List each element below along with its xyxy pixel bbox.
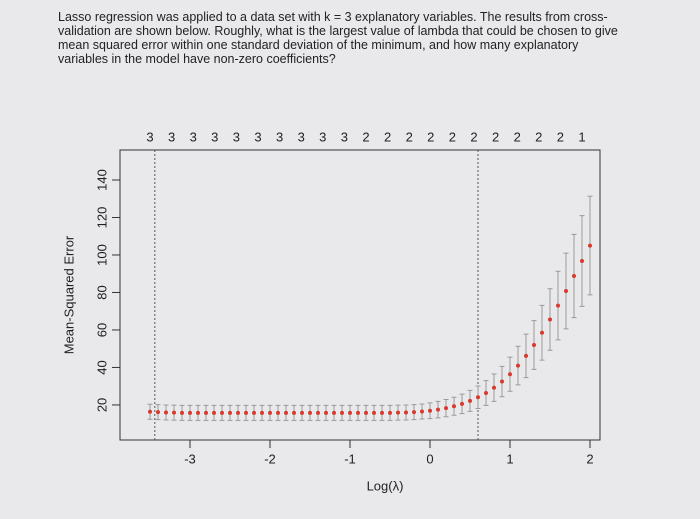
top-tick-label: 2 [557, 129, 564, 144]
point [180, 410, 184, 415]
top-tick-label: 2 [362, 129, 369, 144]
point [476, 395, 480, 400]
top-tick-label: 2 [427, 129, 434, 144]
point [508, 372, 512, 377]
point [284, 410, 288, 415]
point [212, 410, 216, 415]
point [580, 258, 584, 263]
question-text: Lasso regression was applied to a data s… [58, 10, 618, 66]
point [428, 408, 432, 413]
top-tick-label: 3 [341, 129, 348, 144]
point [236, 410, 240, 415]
point [444, 406, 448, 411]
point [436, 407, 440, 412]
top-tick-label: 2 [406, 129, 413, 144]
point [572, 273, 576, 278]
top-tick-label: 2 [470, 129, 477, 144]
top-tick-label: 3 [168, 129, 175, 144]
point [372, 410, 376, 415]
point [524, 353, 528, 358]
top-tick-label: 3 [276, 129, 283, 144]
point [220, 410, 224, 415]
point [300, 410, 304, 415]
y-tick-label: 100 [94, 244, 109, 266]
point [380, 410, 384, 415]
point [348, 410, 352, 415]
point [332, 410, 336, 415]
x-tick-label: 2 [586, 451, 593, 466]
top-tick-label: 3 [146, 129, 153, 144]
point [172, 410, 176, 415]
point [260, 410, 264, 415]
plot-frame [119, 149, 601, 441]
point [540, 330, 544, 335]
top-tick-label: 3 [233, 129, 240, 144]
point [492, 385, 496, 390]
point [404, 410, 408, 415]
top-tick-label: 2 [492, 129, 499, 144]
point [396, 410, 400, 415]
point [356, 410, 360, 415]
point [228, 410, 232, 415]
point [460, 401, 464, 406]
top-tick-label: 2 [449, 129, 456, 144]
point [164, 410, 168, 415]
y-axis-label: Mean-Squared Error [61, 235, 76, 354]
y-tick-label: 140 [94, 169, 109, 191]
point [500, 379, 504, 384]
top-tick-label: 3 [319, 129, 326, 144]
top-tick-label: 3 [190, 129, 197, 144]
top-tick-label: 3 [211, 129, 218, 144]
point [468, 398, 472, 403]
point [292, 410, 296, 415]
point [548, 317, 552, 322]
point [308, 410, 312, 415]
point [316, 410, 320, 415]
x-tick-label: -2 [264, 451, 276, 466]
top-tick-label: 3 [298, 129, 305, 144]
point [244, 410, 248, 415]
point [156, 410, 160, 415]
x-tick-label: -1 [344, 451, 356, 466]
point [484, 390, 488, 395]
y-tick-label: 80 [94, 285, 109, 299]
point [276, 410, 280, 415]
point [564, 288, 568, 293]
point [188, 410, 192, 415]
point [268, 410, 272, 415]
point [324, 410, 328, 415]
point [532, 342, 536, 347]
point [556, 303, 560, 308]
point [196, 410, 200, 415]
point [204, 410, 208, 415]
point [364, 410, 368, 415]
point [412, 410, 416, 415]
point [252, 410, 256, 415]
y-tick-label: 120 [94, 207, 109, 229]
x-axis-label: Log(λ) [367, 478, 404, 493]
point [420, 409, 424, 414]
top-tick-label: 3 [254, 129, 261, 144]
top-tick-label: 1 [578, 129, 585, 144]
x-tick-label: 0 [426, 451, 433, 466]
y-tick-label: 20 [94, 398, 109, 412]
point [516, 363, 520, 368]
point [340, 410, 344, 415]
point [588, 243, 592, 248]
point [388, 410, 392, 415]
x-tick-label: -3 [184, 451, 196, 466]
point [452, 404, 456, 409]
point [148, 409, 152, 414]
x-tick-label: 1 [506, 451, 513, 466]
top-tick-label: 2 [384, 129, 391, 144]
y-tick-label: 60 [94, 323, 109, 337]
top-tick-label: 2 [535, 129, 542, 144]
top-tick-label: 2 [514, 129, 521, 144]
y-tick-label: 40 [94, 360, 109, 374]
